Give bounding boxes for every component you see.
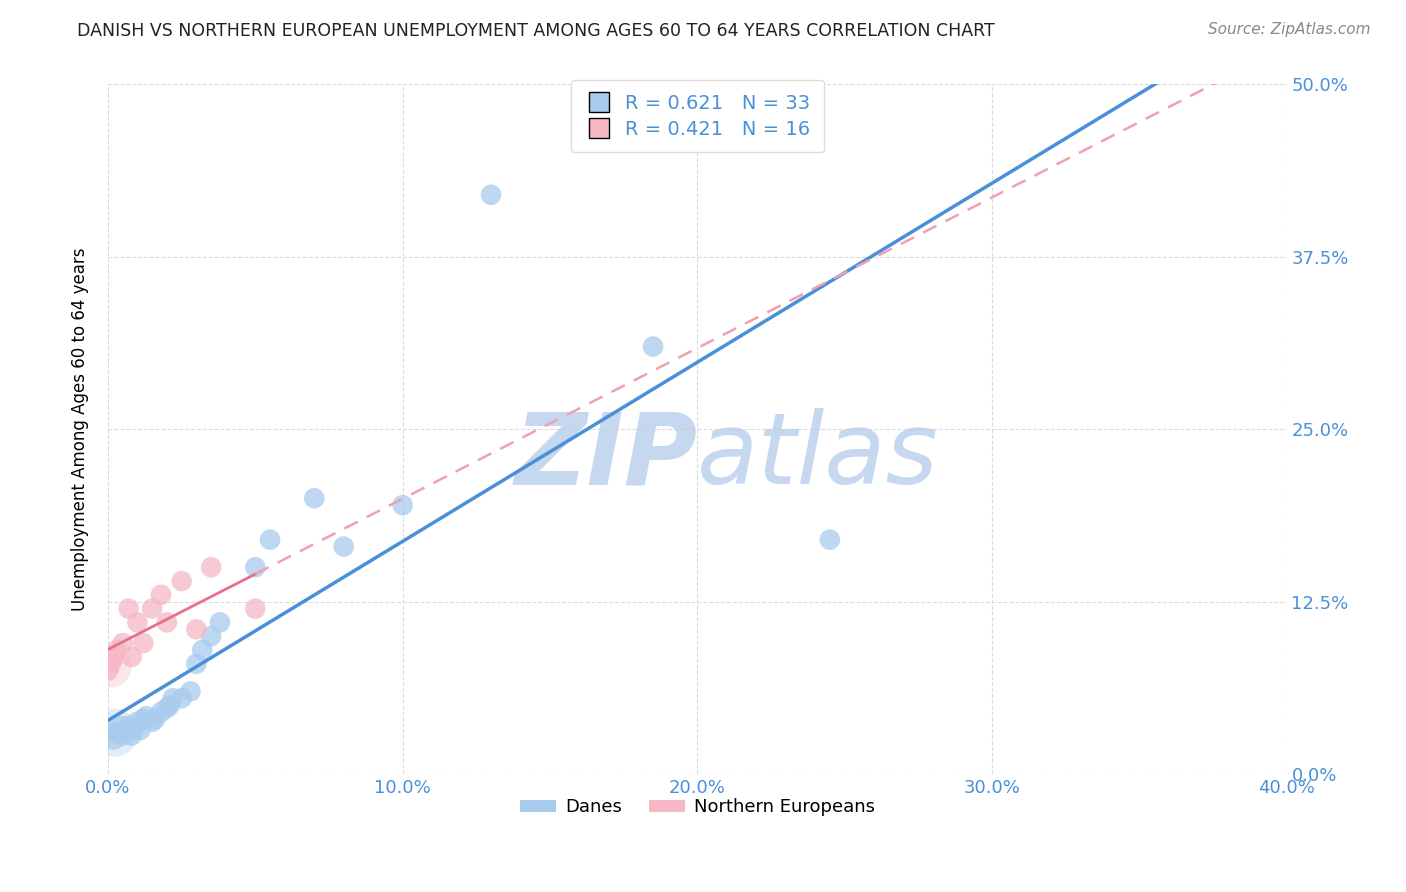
Point bbox=[100, 657, 122, 671]
Point bbox=[186, 657, 208, 671]
Text: ZIP: ZIP bbox=[515, 409, 697, 506]
Point bbox=[332, 540, 354, 554]
Point bbox=[97, 664, 120, 678]
Point bbox=[150, 588, 173, 602]
Point bbox=[124, 722, 146, 736]
Point bbox=[132, 712, 155, 726]
Point bbox=[97, 725, 120, 739]
Point bbox=[170, 574, 193, 588]
Point bbox=[143, 712, 166, 726]
Point bbox=[127, 714, 149, 729]
Point bbox=[129, 723, 152, 737]
Point bbox=[159, 698, 181, 713]
Point bbox=[191, 643, 214, 657]
Text: atlas: atlas bbox=[697, 409, 939, 506]
Point bbox=[121, 729, 143, 743]
Text: Source: ZipAtlas.com: Source: ZipAtlas.com bbox=[1208, 22, 1371, 37]
Point bbox=[141, 714, 163, 729]
Point bbox=[141, 601, 163, 615]
Point bbox=[156, 701, 179, 715]
Point bbox=[105, 725, 128, 739]
Point bbox=[818, 533, 841, 547]
Point bbox=[135, 709, 157, 723]
Point bbox=[200, 560, 222, 574]
Point bbox=[103, 725, 125, 739]
Point bbox=[643, 339, 665, 353]
Point bbox=[162, 691, 184, 706]
Point bbox=[156, 615, 179, 630]
Point bbox=[111, 729, 134, 743]
Point bbox=[150, 705, 173, 719]
Point bbox=[103, 732, 125, 747]
Point bbox=[111, 636, 134, 650]
Point bbox=[108, 719, 131, 733]
Point bbox=[200, 629, 222, 643]
Point bbox=[245, 560, 267, 574]
Point bbox=[105, 643, 128, 657]
Point bbox=[179, 684, 201, 698]
Point bbox=[117, 601, 139, 615]
Point bbox=[186, 622, 208, 636]
Point bbox=[117, 719, 139, 733]
Text: DANISH VS NORTHERN EUROPEAN UNEMPLOYMENT AMONG AGES 60 TO 64 YEARS CORRELATION C: DANISH VS NORTHERN EUROPEAN UNEMPLOYMENT… bbox=[77, 22, 995, 40]
Point bbox=[259, 533, 281, 547]
Legend: Danes, Northern Europeans: Danes, Northern Europeans bbox=[512, 791, 882, 823]
Point bbox=[391, 498, 413, 512]
Point bbox=[132, 636, 155, 650]
Point bbox=[479, 187, 502, 202]
Y-axis label: Unemployment Among Ages 60 to 64 years: Unemployment Among Ages 60 to 64 years bbox=[72, 248, 89, 611]
Point bbox=[245, 601, 267, 615]
Point bbox=[121, 649, 143, 664]
Point bbox=[208, 615, 231, 630]
Point bbox=[103, 649, 125, 664]
Point bbox=[114, 723, 136, 737]
Point bbox=[170, 691, 193, 706]
Point bbox=[100, 659, 122, 673]
Point bbox=[127, 615, 149, 630]
Point bbox=[304, 491, 326, 506]
